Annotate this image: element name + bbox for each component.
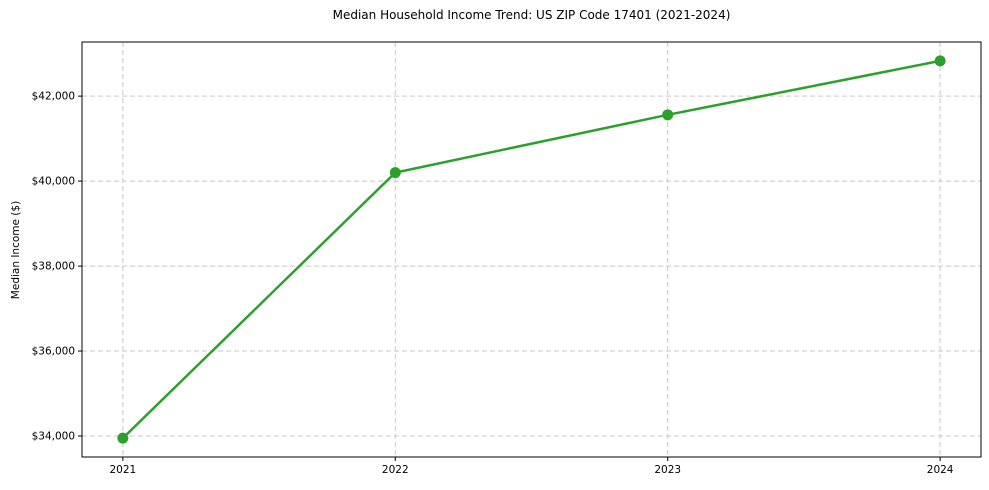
x-tick-label: 2024 xyxy=(927,464,954,476)
y-tick-label: $34,000 xyxy=(32,431,75,443)
y-tick-label: $36,000 xyxy=(32,346,75,358)
data-point-marker xyxy=(117,432,129,444)
y-tick-label: $40,000 xyxy=(32,176,75,188)
data-point-marker xyxy=(662,109,674,121)
y-tick-label: $38,000 xyxy=(32,261,75,273)
data-point-marker xyxy=(389,167,401,179)
x-tick-label: 2023 xyxy=(654,464,681,476)
trend-line xyxy=(121,59,942,440)
axes-frame xyxy=(81,41,982,458)
x-tick-label: 2021 xyxy=(109,464,136,476)
chart-title: Median Household Income Trend: US ZIP Co… xyxy=(332,8,731,22)
x-tick-label: 2022 xyxy=(382,464,409,476)
y-tick-label: $42,000 xyxy=(32,91,75,103)
data-point-marker xyxy=(934,55,946,67)
